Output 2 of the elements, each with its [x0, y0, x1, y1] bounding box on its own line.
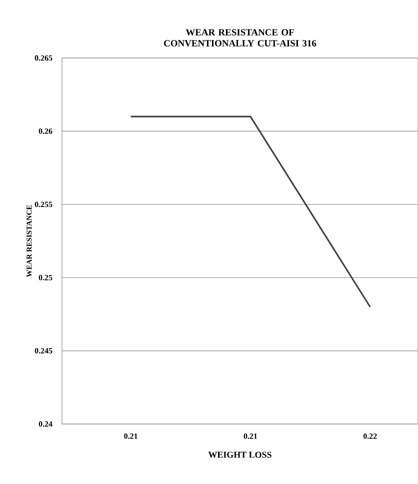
chart-title: WEAR RESISTANCE OF CONVENTIONALLY CUT-AISI 316 [164, 29, 316, 46]
x-axis-title: WEIGHT LOSS [208, 452, 272, 458]
